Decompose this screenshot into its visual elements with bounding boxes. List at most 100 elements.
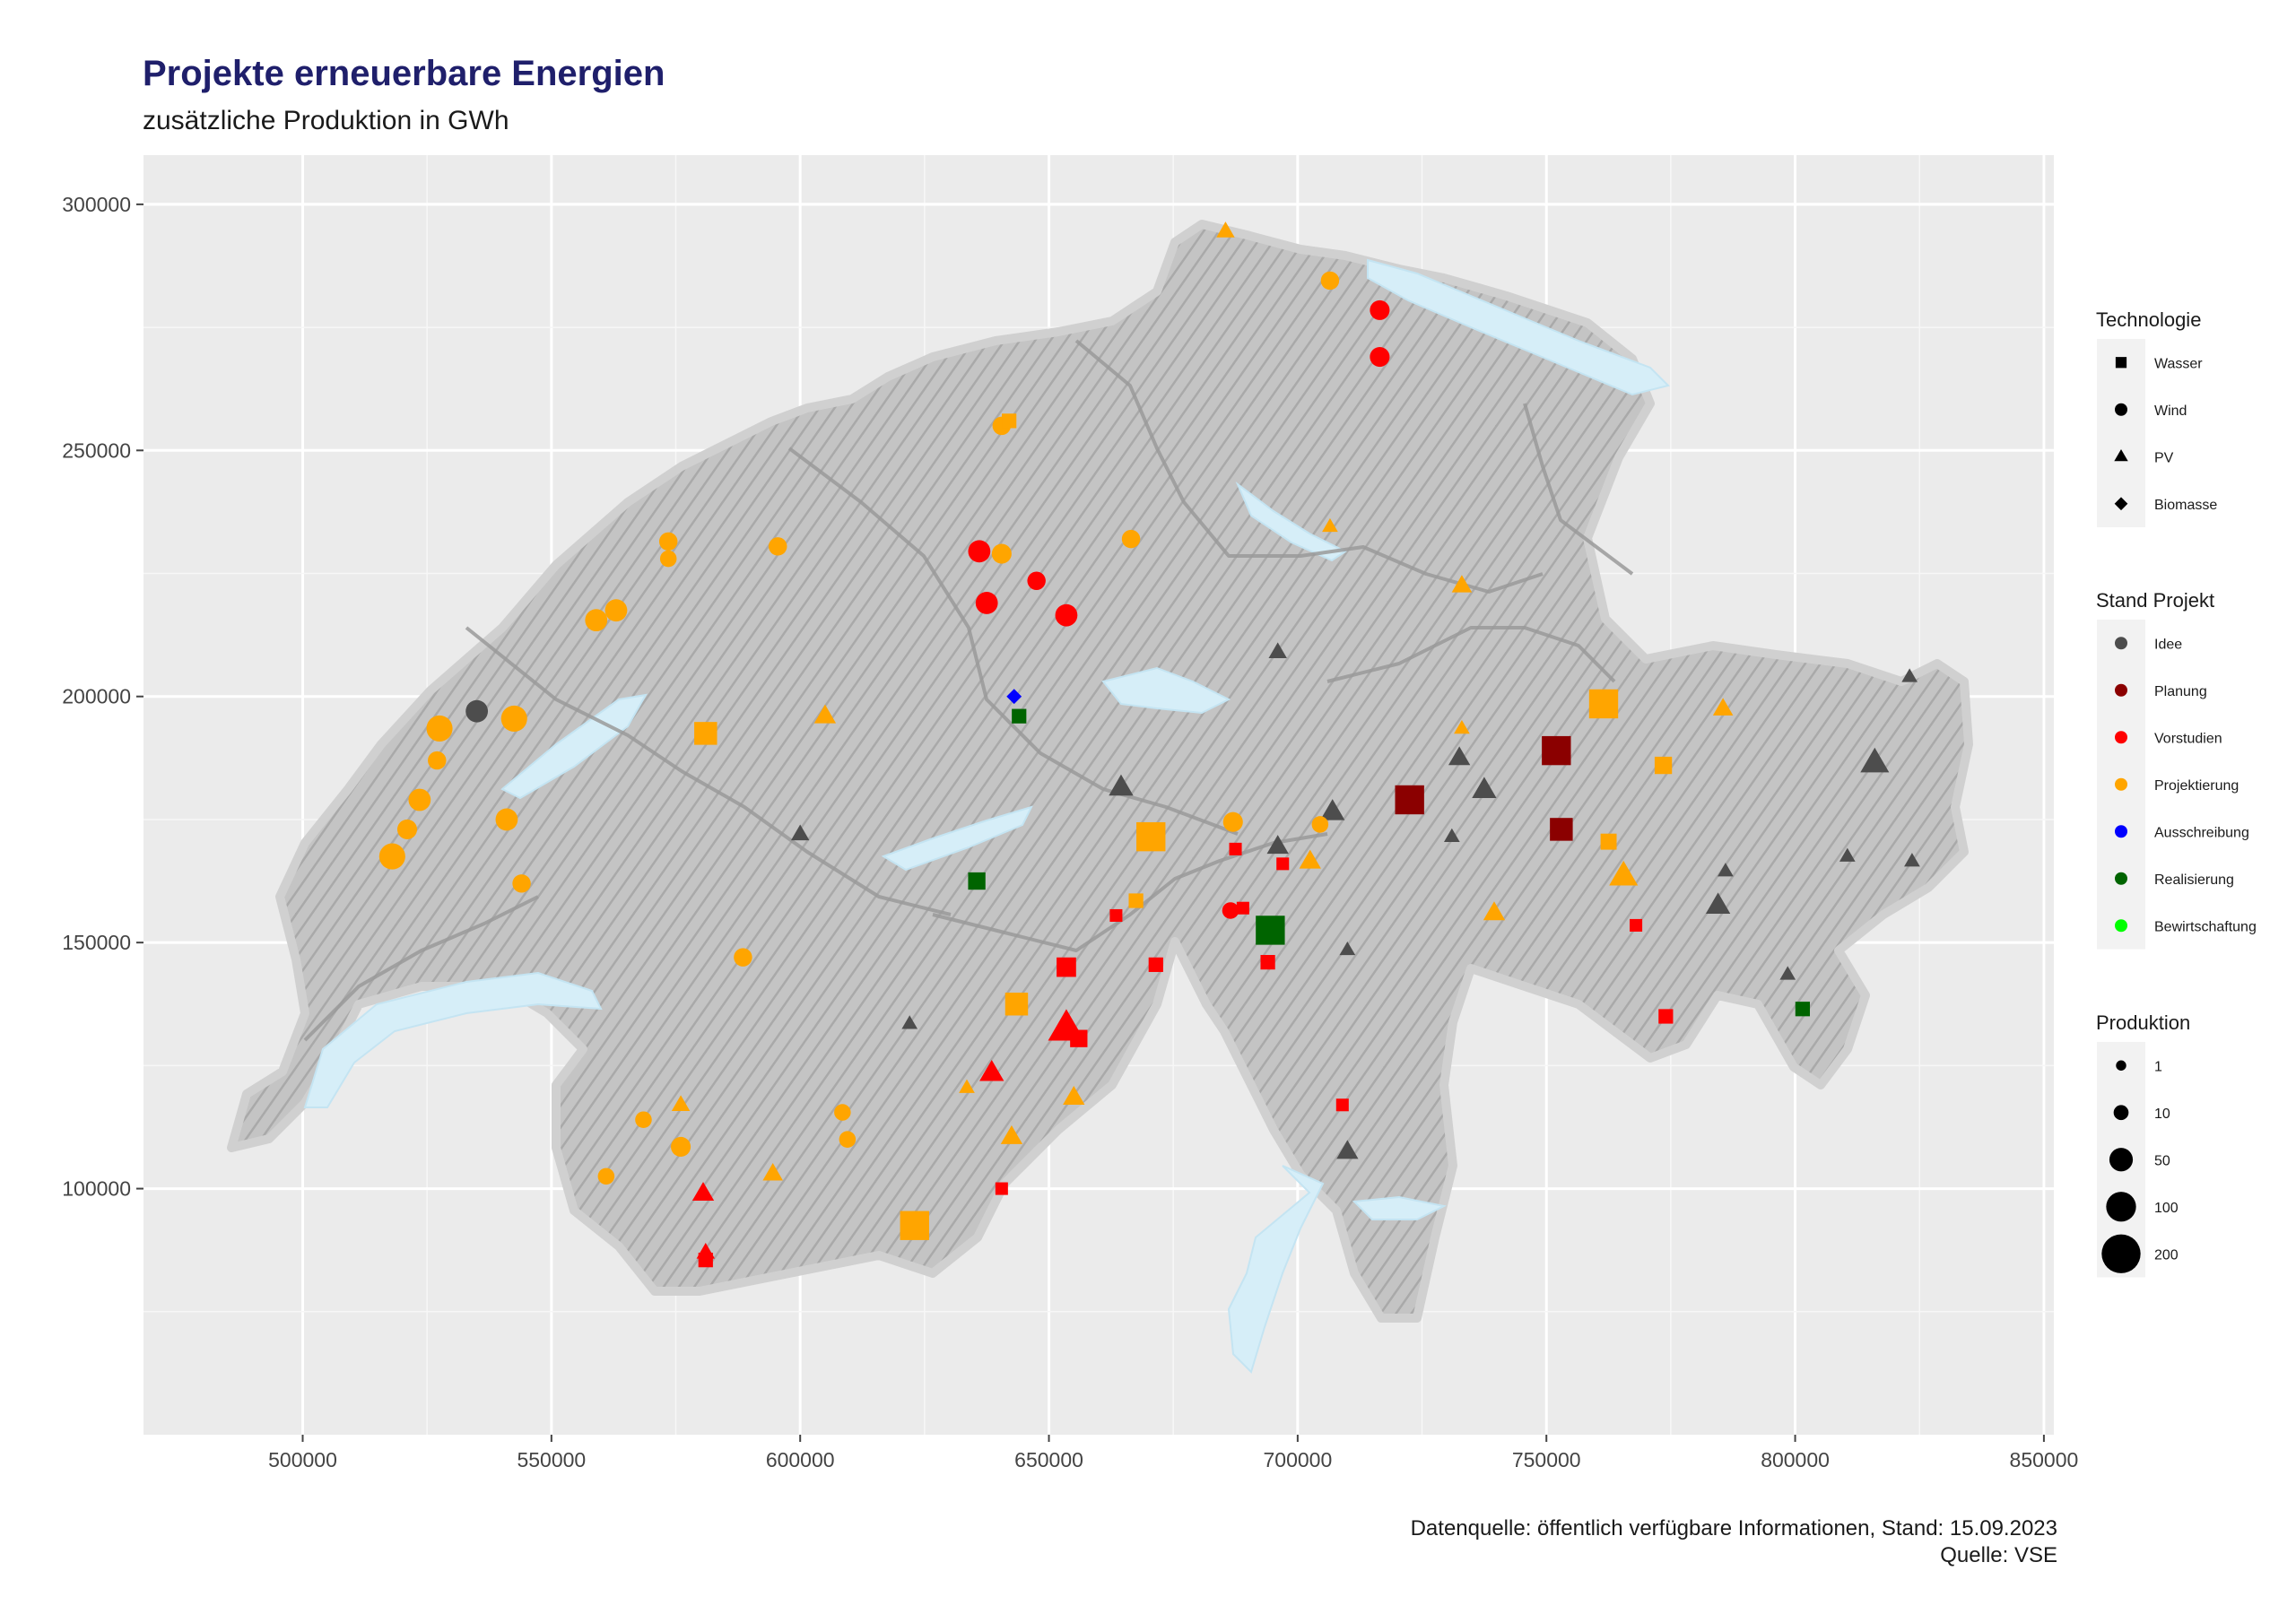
project-point-wind xyxy=(839,1131,857,1148)
project-point-biomasse xyxy=(1006,689,1022,705)
project-point-wasser xyxy=(1335,1098,1349,1112)
project-point-pv xyxy=(959,1079,975,1093)
legend-production-label: 1 xyxy=(2154,1059,2162,1074)
project-point-wasser xyxy=(1136,821,1166,852)
legend-key-square xyxy=(2115,357,2127,369)
project-point-wasser xyxy=(1550,818,1573,841)
project-point-pv xyxy=(1322,517,1338,533)
project-point-pv xyxy=(1063,1086,1085,1106)
legend-key-status xyxy=(2115,919,2127,933)
project-point-pv xyxy=(1268,642,1287,659)
canton-border xyxy=(1523,403,1634,576)
project-point-pv xyxy=(1712,698,1734,716)
legend-status-label: Ausschreibung xyxy=(2154,825,2249,840)
axes: 500000 550000 600000 650000 700000 750000 8000… xyxy=(62,193,2078,1471)
project-point-pv xyxy=(691,1182,715,1202)
project-point-wasser xyxy=(1229,842,1242,855)
project-point-wind xyxy=(658,532,678,551)
project-point-pv xyxy=(1904,853,1920,867)
legend-production-label: 100 xyxy=(2154,1201,2179,1216)
project-point-wind xyxy=(991,543,1012,564)
project-point-pv xyxy=(1320,799,1345,820)
legend-key-size xyxy=(2113,1105,2129,1121)
project-point-pv xyxy=(1339,941,1356,956)
legend-status-label: Planung xyxy=(2154,684,2207,699)
project-point-wasser xyxy=(900,1211,929,1240)
project-point-wind xyxy=(635,1111,652,1129)
project-point-wasser xyxy=(1276,857,1290,871)
canton-border xyxy=(1326,626,1616,683)
legend-key-size xyxy=(2109,1148,2134,1172)
project-point-wind xyxy=(1027,571,1046,590)
lake-geneva xyxy=(303,971,603,1108)
canton-border xyxy=(787,447,1239,836)
legend-production-label: 200 xyxy=(2154,1247,2179,1263)
lake-neuchatel xyxy=(500,693,648,800)
project-point-pv xyxy=(671,1095,691,1111)
project-point-wind xyxy=(1370,299,1390,320)
project-point-wind xyxy=(604,599,628,622)
legend-key-status xyxy=(2115,825,2127,838)
legend-key-triangle xyxy=(2114,449,2128,462)
source-line: Datenquelle: öffentlich verfügbare Infor… xyxy=(1410,1516,2057,1541)
project-point-wind xyxy=(734,948,752,967)
y-tick-label: 100000 xyxy=(62,1177,131,1201)
project-point-wasser xyxy=(1109,908,1123,922)
y-tick-label: 200000 xyxy=(62,685,131,708)
legend-technology-key-background xyxy=(2097,339,2145,527)
project-point-wind xyxy=(768,537,787,556)
project-point-wasser xyxy=(1260,954,1275,970)
project-point-pv xyxy=(979,1059,1004,1081)
lakes xyxy=(303,258,1670,1374)
legend-key-size xyxy=(2101,1234,2141,1273)
project-point-pv xyxy=(1839,847,1856,862)
switzerland-relief xyxy=(227,220,1973,1323)
legend-technology-label: Wasser xyxy=(2154,356,2203,371)
x-tick-label: 700000 xyxy=(1264,1448,1333,1471)
project-point-wind xyxy=(428,751,447,770)
lake-maggiore xyxy=(1227,1165,1325,1374)
x-tick-label: 650000 xyxy=(1014,1448,1083,1471)
project-point-wind xyxy=(659,550,677,568)
project-point-pv xyxy=(762,1163,783,1181)
canton-border xyxy=(465,626,952,916)
project-point-pv xyxy=(1860,747,1890,773)
project-point-wind xyxy=(396,819,418,839)
project-point-wasser xyxy=(1600,833,1617,850)
legend-key-status xyxy=(2115,872,2127,885)
legend-key-diamond xyxy=(2114,497,2128,511)
project-point-wasser xyxy=(1002,413,1017,429)
project-point-pv xyxy=(1266,835,1289,855)
project-point-pv xyxy=(813,704,837,724)
project-point-wasser xyxy=(1256,916,1285,945)
legend-key-status xyxy=(2115,777,2127,791)
project-point-wasser xyxy=(1542,735,1571,766)
project-point-pv xyxy=(1000,1124,1023,1144)
legend-key-status xyxy=(2115,637,2127,650)
project-point-wasser xyxy=(1070,1029,1088,1047)
project-point-pv xyxy=(1483,901,1506,921)
project-point-wind xyxy=(465,699,489,723)
legend-technology-label: Biomasse xyxy=(2154,498,2217,513)
legend-production-label: 10 xyxy=(2154,1107,2170,1122)
project-point-wind xyxy=(378,843,405,870)
project-point-wind xyxy=(408,788,431,812)
project-point-wasser xyxy=(1630,918,1643,932)
legend-status-title: Stand Projekt xyxy=(2096,589,2214,612)
project-point-pv xyxy=(1299,849,1321,869)
project-point-wind xyxy=(597,1167,615,1185)
legend-status-label: Bewirtschaftung xyxy=(2154,919,2257,934)
project-point-wasser xyxy=(1012,708,1027,724)
project-point-wasser xyxy=(1004,993,1029,1016)
legend-technology-title: Technologie xyxy=(2096,308,2201,331)
legend-key-size xyxy=(2116,1060,2126,1071)
project-point-pv xyxy=(1705,892,1731,914)
legend-technology-label: PV xyxy=(2154,450,2174,465)
project-point-pv xyxy=(901,1015,918,1029)
project-point-wind xyxy=(975,592,998,614)
project-point-pv xyxy=(1109,774,1134,796)
project-point-wind xyxy=(1222,902,1239,919)
project-point-wind xyxy=(968,540,991,563)
canton-border xyxy=(932,832,1328,952)
project-point-wasser xyxy=(1057,957,1076,977)
